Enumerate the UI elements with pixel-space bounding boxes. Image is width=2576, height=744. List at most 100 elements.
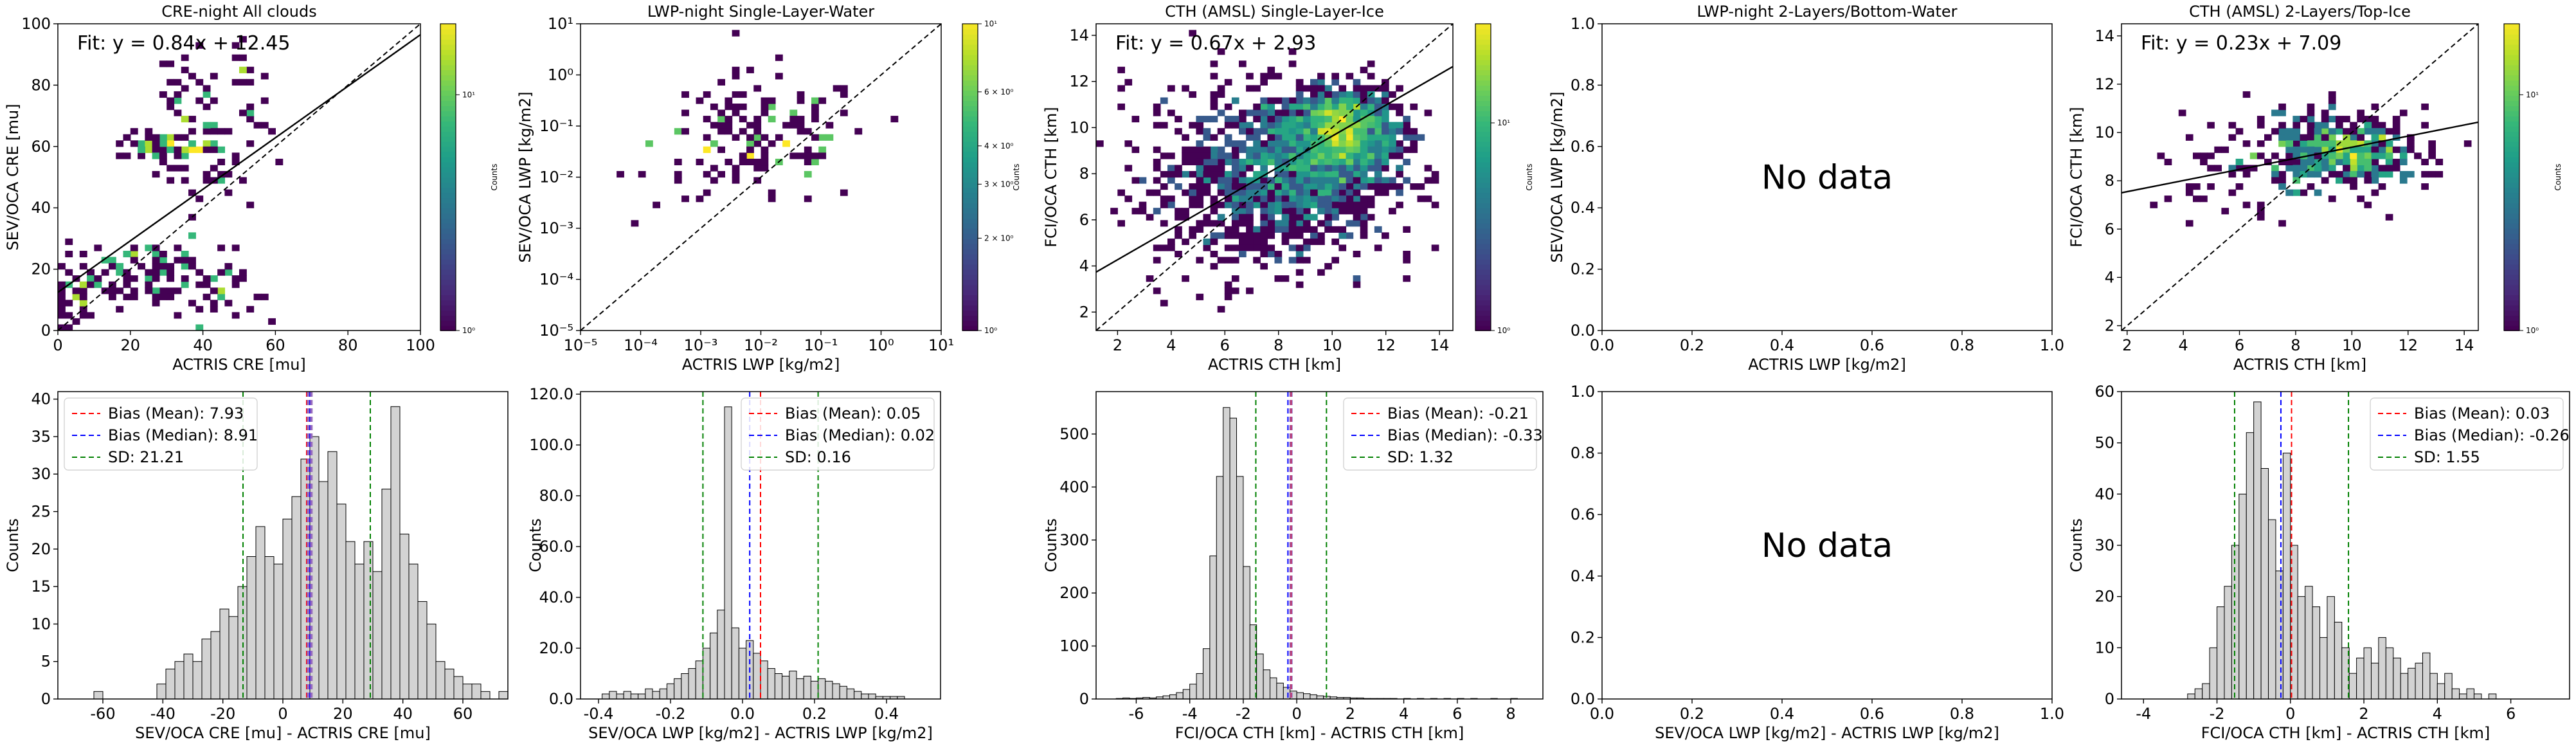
- y-tick-label: 10⁻⁵: [539, 322, 573, 340]
- heatmap-cell: [1360, 165, 1368, 172]
- heatmap-cell: [1288, 152, 1297, 159]
- colorbar-segment: [962, 85, 978, 91]
- colorbar-tick-label: 10⁰: [1497, 326, 1510, 335]
- heatmap-cell: [1410, 134, 1418, 141]
- heatmap-cell: [79, 300, 87, 307]
- heatmap-cell: [2242, 91, 2251, 98]
- heatmap-cell: [1246, 183, 1254, 190]
- heatmap-cell: [1246, 85, 1254, 92]
- histogram-bar: [1216, 476, 1224, 699]
- heatmap-cell: [1253, 195, 1261, 203]
- colorbar-segment: [962, 177, 978, 183]
- heatmap-cell: [674, 128, 682, 135]
- heatmap-cell: [1374, 165, 1382, 172]
- heatmap-cell: [1317, 183, 1325, 190]
- heatmap-cell: [1424, 195, 1432, 203]
- no-data-label: No data: [1761, 159, 1893, 197]
- heatmap-cell: [1267, 250, 1275, 258]
- heatmap-cell: [1196, 226, 1204, 233]
- colorbar-segment: [2504, 259, 2519, 265]
- heatmap-cell: [1324, 134, 1332, 141]
- heatmap-cell: [1331, 238, 1339, 246]
- heatmap-cell: [1317, 122, 1325, 129]
- heatmap-cell: [804, 128, 812, 135]
- heatmap-cell: [2378, 128, 2386, 135]
- heatmap-cell: [1324, 220, 1332, 227]
- heatmap-cell: [2392, 134, 2400, 141]
- heatmap-cell: [2242, 170, 2251, 178]
- heatmap-cell: [818, 134, 827, 141]
- heatmap-cell: [681, 91, 689, 98]
- heatmap-cell: [1360, 66, 1368, 73]
- colorbar-segment: [2504, 300, 2519, 306]
- heatmap-cell: [2392, 128, 2400, 135]
- heatmap-cell: [2235, 183, 2244, 190]
- heatmap-cell: [1267, 122, 1275, 129]
- heatmap-cell: [2207, 152, 2215, 159]
- heatmap-cell: [58, 263, 66, 270]
- colorbar-segment: [440, 75, 456, 81]
- colorbar-segment: [440, 243, 456, 250]
- heatmap-cell: [1324, 201, 1332, 208]
- colorbar-segment: [962, 295, 978, 301]
- heatmap-cell: [1175, 232, 1182, 239]
- y-axis-label: FCI/OCA CTH [km]: [2067, 107, 2085, 248]
- heatmap-cell: [1346, 201, 1354, 208]
- y-tick-label: 40: [31, 390, 51, 408]
- heatmap-cell: [203, 281, 211, 288]
- heatmap-cell: [116, 140, 124, 147]
- heatmap-cell: [167, 263, 175, 270]
- heatmap-cell: [1231, 170, 1239, 178]
- heatmap-cell: [167, 140, 175, 147]
- heatmap-cell: [1210, 170, 1218, 178]
- heatmap-cell: [1389, 152, 1396, 159]
- y-tick-label: 2: [1079, 303, 1089, 321]
- heatmap-cell: [1224, 232, 1232, 239]
- axes-frame: [57, 23, 421, 331]
- heatmap-cell: [1253, 134, 1261, 141]
- heatmap-cell: [1246, 165, 1254, 172]
- colorbar-segment: [962, 172, 978, 178]
- x-tick-label: 0.0: [730, 705, 755, 723]
- heatmap-cell: [746, 134, 754, 141]
- y-tick-label: 10: [2094, 123, 2114, 141]
- heatmap-cell: [681, 109, 689, 116]
- heatmap-cell: [2343, 165, 2350, 172]
- colorbar-segment: [2504, 156, 2519, 163]
- heatmap-cell: [2350, 152, 2357, 159]
- heatmap-cell: [217, 293, 226, 300]
- histogram-bar: [839, 685, 847, 699]
- heatmap-cell: [1117, 104, 1125, 111]
- histogram-bar: [803, 675, 811, 699]
- heatmap-cell: [1288, 170, 1297, 178]
- heatmap-cell: [739, 152, 747, 159]
- heatmap-cell: [1175, 213, 1182, 221]
- colorbar-segment: [440, 208, 456, 213]
- colorbar-tick-label: 10⁰: [462, 326, 475, 335]
- plot-area: [2187, 392, 2497, 699]
- heatmap-cell: [1396, 104, 1403, 111]
- histogram-bar: [1303, 693, 1311, 699]
- histogram-bar: [1256, 653, 1264, 699]
- heatmap-cell: [768, 189, 776, 196]
- heatmap-cell: [1317, 146, 1325, 153]
- heatmap-cell: [1338, 116, 1347, 123]
- heatmap-cell: [1239, 60, 1247, 68]
- heatmap-cell: [1281, 275, 1290, 282]
- heatmap-cell: [1417, 134, 1425, 141]
- heatmap-cell: [195, 78, 204, 86]
- y-tick-label: 1.0: [1571, 15, 1595, 33]
- histogram-bar: [695, 660, 703, 699]
- heatmap-cell: [1231, 152, 1239, 159]
- heatmap-cell: [2321, 134, 2329, 141]
- heatmap-cell: [2164, 195, 2172, 203]
- colorbar-segment: [962, 284, 978, 291]
- heatmap-cell: [2428, 140, 2436, 147]
- heatmap-cell: [1338, 183, 1347, 190]
- heatmap-cell: [1231, 201, 1239, 208]
- heatmap-cell: [1203, 183, 1211, 190]
- heatmap-cell: [1403, 134, 1410, 141]
- plot-area: [1115, 392, 1518, 699]
- heatmap-cell: [1210, 97, 1218, 104]
- heatmap-cell: [1374, 244, 1382, 251]
